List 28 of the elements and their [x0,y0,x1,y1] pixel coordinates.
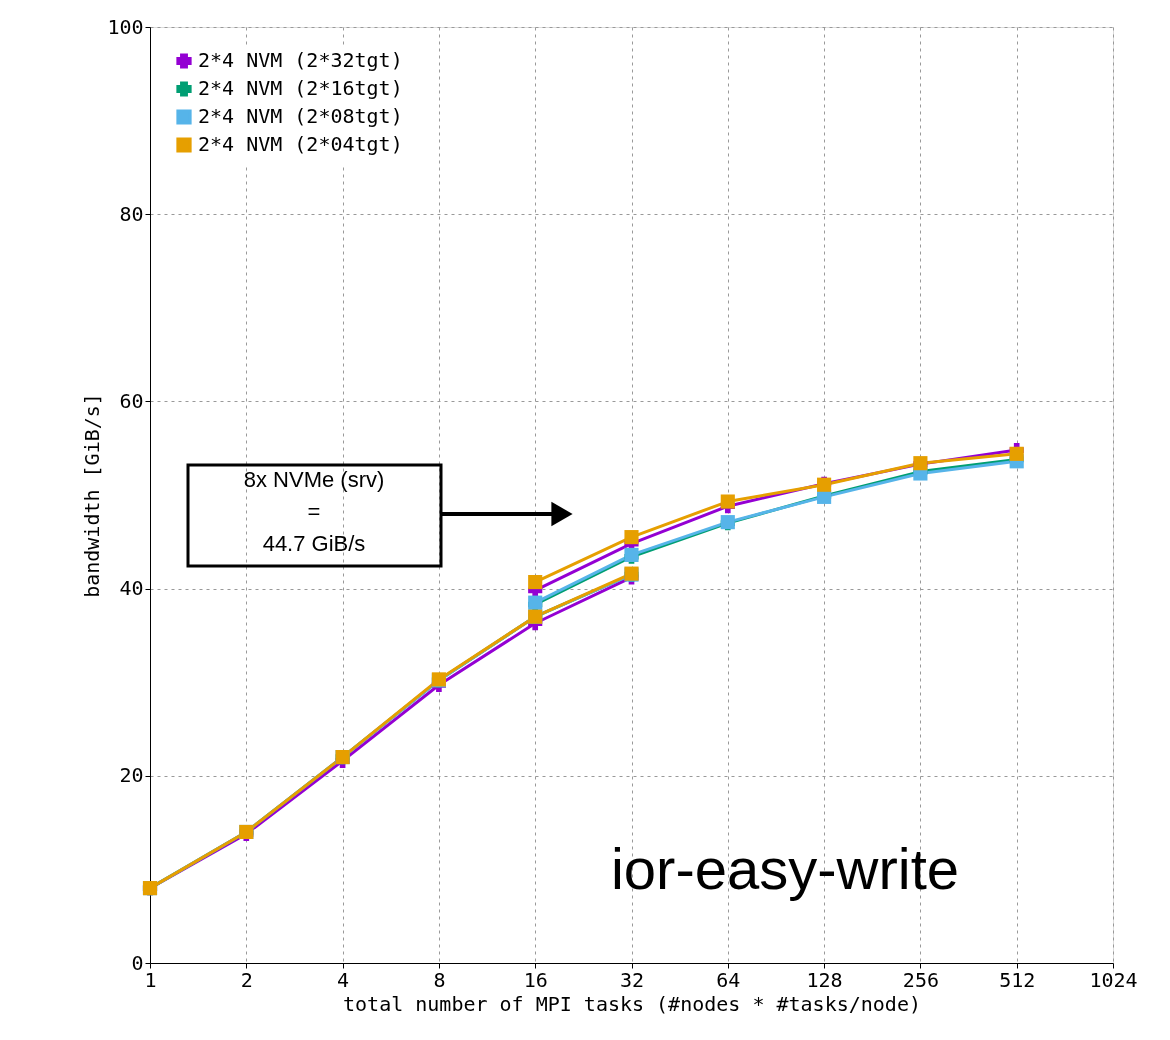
x-tick-label: 8 [433,967,446,992]
y-tick-label: 80 [119,201,144,226]
point [624,530,639,545]
y-tick-label: 40 [119,576,144,601]
y-axis-title: bandwidth [GiB/s] [80,393,105,598]
y-tick-label: 20 [119,763,144,788]
x-tick-label: 1024 [1089,967,1138,992]
point [528,574,543,590]
x-tick-label: 16 [523,967,548,992]
legend-label: 2*4 NVM (2*16tgt) [198,76,403,100]
x-tick-label: 128 [806,967,843,992]
y-tick-label: 60 [119,388,144,413]
annotation: ior-easy-write [610,836,960,901]
x-tick-label: 4 [337,967,350,992]
x-tick-label: 2 [240,967,253,992]
x-tick-label: 256 [902,967,939,992]
legend-label: 2*4 NVM (2*04tgt) [198,132,403,156]
annotation: 8x NVMe (srv) = 44.7 GiB/s [243,467,385,556]
y-tick-label: 0 [131,950,144,975]
x-tick-label: 32 [619,967,645,992]
legend-label: 2*4 NVM (2*32tgt) [198,48,403,72]
y-tick-label: 100 [107,14,144,39]
x-tick-label: 1 [144,967,157,992]
point [720,494,735,509]
x-axis-title: total number of MPI tasks (#nodes * #tasks/node) [343,991,921,1016]
legend-label: 2*4 NVM (2*08tgt) [198,104,403,128]
x-tick-label: 64 [716,967,741,992]
x-tick-label: 512 [999,967,1036,992]
